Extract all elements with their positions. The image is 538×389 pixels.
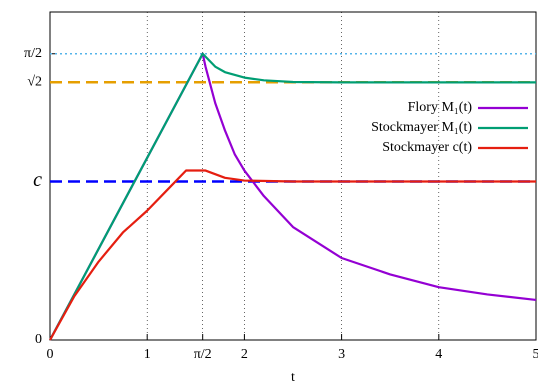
series-line (49, 169, 536, 341)
x-tick-label: 5 (533, 347, 538, 362)
series-line (49, 52, 537, 341)
y-tick-label: c (33, 169, 42, 191)
x-tick-label: 1 (144, 347, 151, 362)
series-line (49, 52, 536, 341)
y-tick-label: 0 (35, 332, 42, 347)
x-tick-label: 2 (241, 347, 248, 362)
x-tick-label: π/2 (194, 347, 212, 362)
y-tick-label: √2 (27, 75, 42, 90)
legend-label: Stockmayer c(t) (382, 140, 472, 155)
legend-label: Stockmayer M₁(t) (371, 120, 472, 135)
x-tick-label: 4 (435, 347, 442, 362)
legend-label: Flory M₁(t) (408, 100, 473, 115)
x-axis-label: t (291, 370, 295, 385)
y-tick-label: π/2 (24, 46, 42, 61)
x-tick-label: 0 (47, 347, 54, 362)
x-tick-label: 3 (338, 347, 345, 362)
